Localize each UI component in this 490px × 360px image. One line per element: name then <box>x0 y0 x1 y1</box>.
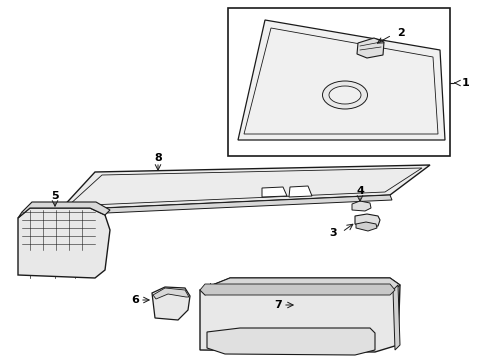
Polygon shape <box>357 38 384 58</box>
Polygon shape <box>200 278 400 295</box>
Polygon shape <box>18 208 110 278</box>
Polygon shape <box>356 222 377 231</box>
Text: 1: 1 <box>462 78 470 88</box>
Text: 7: 7 <box>274 300 282 310</box>
Polygon shape <box>60 165 430 210</box>
Polygon shape <box>244 28 438 134</box>
Ellipse shape <box>329 86 361 104</box>
Text: 8: 8 <box>154 153 162 163</box>
Bar <box>228 8 450 156</box>
Polygon shape <box>289 186 312 197</box>
Polygon shape <box>60 195 392 215</box>
Ellipse shape <box>322 81 368 109</box>
Polygon shape <box>352 201 371 211</box>
Polygon shape <box>355 214 380 228</box>
Text: 3: 3 <box>329 228 337 238</box>
Text: 5: 5 <box>51 191 59 201</box>
Polygon shape <box>207 328 375 355</box>
Polygon shape <box>200 284 395 295</box>
Polygon shape <box>153 288 189 299</box>
Text: 2: 2 <box>397 28 405 38</box>
Polygon shape <box>68 168 422 206</box>
Polygon shape <box>18 202 110 218</box>
Text: 6: 6 <box>131 295 139 305</box>
Polygon shape <box>200 278 400 352</box>
Polygon shape <box>238 20 445 140</box>
Polygon shape <box>152 287 190 320</box>
Text: 4: 4 <box>356 186 364 196</box>
Polygon shape <box>393 285 400 350</box>
Polygon shape <box>262 187 287 197</box>
